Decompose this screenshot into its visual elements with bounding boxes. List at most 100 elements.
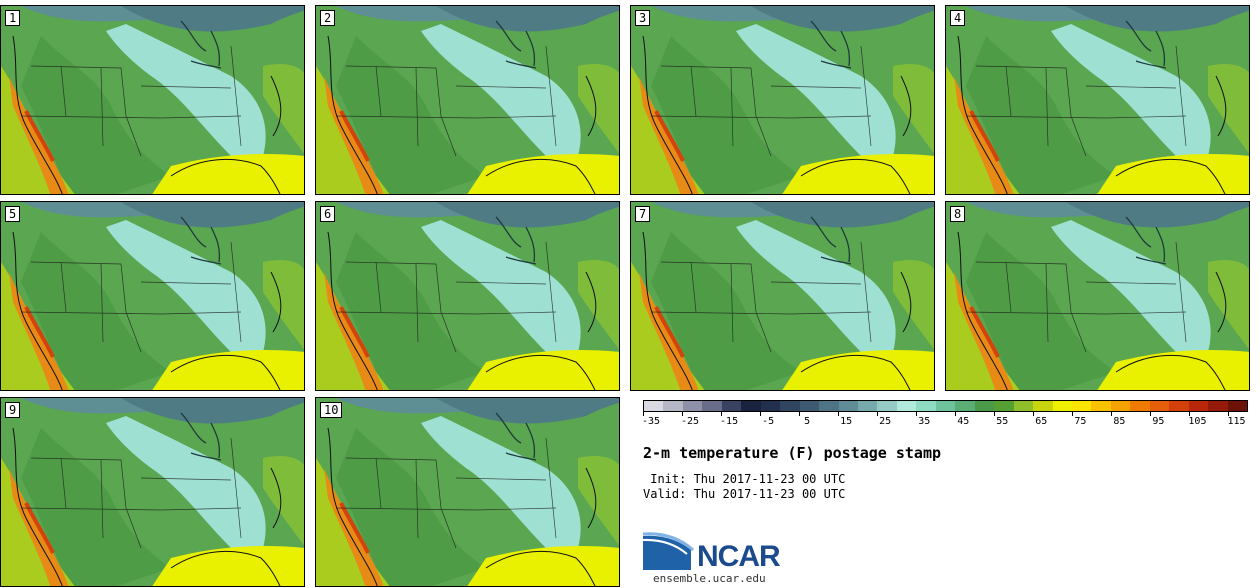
colorbar-swatch <box>1052 401 1072 411</box>
colorbar-swatch <box>760 401 781 411</box>
colorbar-swatch <box>1110 401 1131 411</box>
member-number-label: 9 <box>5 402 21 418</box>
member-number-label: 5 <box>5 206 21 222</box>
ensemble-member-map-10: 10 <box>315 397 620 587</box>
colorbar-tick-label: 55 <box>996 416 1009 427</box>
colorbar-swatch <box>799 401 820 411</box>
colorbar-tick-label: 65 <box>1035 416 1048 427</box>
temperature-map <box>1 6 304 194</box>
colorbar-tick-label: 35 <box>918 416 931 427</box>
colorbar-swatch <box>1188 401 1209 411</box>
colorbar-tick <box>916 412 918 416</box>
colorbar-swatch <box>916 401 936 411</box>
colorbar-tick <box>1072 412 1074 416</box>
colorbar-tick-label: 25 <box>879 416 892 427</box>
colorbar-tick <box>955 412 957 416</box>
temperature-colorbar <box>643 400 1248 412</box>
temperature-map <box>316 398 619 586</box>
temperature-map <box>631 6 934 194</box>
member-number-label: 6 <box>320 206 336 222</box>
colorbar-tick <box>1228 412 1230 416</box>
member-number-label: 4 <box>950 10 966 26</box>
colorbar-swatch <box>780 401 800 411</box>
colorbar-tick <box>643 412 644 416</box>
colorbar-swatch <box>741 401 761 411</box>
temperature-map <box>631 202 934 390</box>
colorbar-tick <box>838 412 840 416</box>
colorbar-tick <box>760 412 762 416</box>
temperature-map <box>946 202 1249 390</box>
member-number-label: 7 <box>635 206 651 222</box>
colorbar-tick <box>994 412 996 416</box>
temperature-map <box>946 6 1249 194</box>
member-number-label: 8 <box>950 206 966 222</box>
colorbar-swatch <box>955 401 975 411</box>
ensemble-member-map-1: 1 <box>0 5 305 195</box>
temperature-map <box>1 202 304 390</box>
colorbar-swatch <box>1013 401 1034 411</box>
colorbar-swatch <box>702 401 722 411</box>
colorbar-swatch <box>1033 401 1053 411</box>
temperature-map <box>1 398 304 586</box>
colorbar-tick <box>1189 412 1191 416</box>
colorbar-swatch <box>721 401 742 411</box>
colorbar-tick <box>1111 412 1113 416</box>
colorbar-tick-label: -5 <box>762 416 775 427</box>
colorbar-tick <box>1150 412 1152 416</box>
ncar-logo <box>642 532 695 570</box>
ensemble-member-map-2: 2 <box>315 5 620 195</box>
ensemble-member-map-8: 8 <box>945 201 1250 391</box>
colorbar-tick-label: -15 <box>720 416 739 427</box>
colorbar-swatch <box>994 401 1014 411</box>
ensemble-member-map-9: 9 <box>0 397 305 587</box>
colorbar-ticks: -35 -25 -15 -5 5 15 25 35 45 55 65 75 85 95 105 115 <box>641 412 1248 432</box>
colorbar-tick-label: 95 <box>1152 416 1165 427</box>
member-number-label: 3 <box>635 10 651 26</box>
colorbar-swatch <box>1071 401 1092 411</box>
website-link[interactable]: ensemble.ucar.edu <box>653 572 766 585</box>
colorbar-swatch <box>644 401 664 411</box>
colorbar-swatch <box>935 401 956 411</box>
ensemble-member-map-5: 5 <box>0 201 305 391</box>
colorbar-tick-label: -25 <box>681 416 700 427</box>
colorbar-swatch <box>1130 401 1150 411</box>
ensemble-member-map-3: 3 <box>630 5 935 195</box>
colorbar-swatch <box>857 401 878 411</box>
init-time: Init: Thu 2017-11-23 00 UTC <box>643 472 846 486</box>
colorbar-tick-label: 45 <box>957 416 970 427</box>
colorbar-tick <box>877 412 879 416</box>
colorbar-tick-label: 5 <box>804 416 811 427</box>
temperature-map <box>316 202 619 390</box>
colorbar-tick-label: 115 <box>1227 416 1246 427</box>
colorbar-swatch <box>1227 401 1248 411</box>
colorbar-tick-label: -35 <box>641 416 661 427</box>
colorbar-tick <box>721 412 723 416</box>
colorbar-tick-label: 15 <box>840 416 853 427</box>
ensemble-member-map-6: 6 <box>315 201 620 391</box>
colorbar-swatch <box>838 401 858 411</box>
valid-time: Valid: Thu 2017-11-23 00 UTC <box>643 487 846 501</box>
colorbar-tick <box>799 412 801 416</box>
colorbar-tick-label: 75 <box>1074 416 1087 427</box>
colorbar-tick <box>1033 412 1035 416</box>
colorbar-tick <box>682 412 684 416</box>
colorbar-swatch <box>896 401 917 411</box>
colorbar-swatch <box>1208 401 1228 411</box>
colorbar-swatch <box>974 401 995 411</box>
chart-title: 2-m temperature (F) postage stamp <box>643 444 942 462</box>
colorbar-tick-label: 85 <box>1113 416 1126 427</box>
colorbar-swatch <box>1149 401 1170 411</box>
colorbar-swatch <box>663 401 683 411</box>
member-number-label: 1 <box>5 10 21 26</box>
ensemble-member-map-4: 4 <box>945 5 1250 195</box>
colorbar-swatch <box>877 401 897 411</box>
colorbar-swatch <box>1169 401 1189 411</box>
colorbar-swatch <box>1091 401 1111 411</box>
colorbar-tick-label: 105 <box>1188 416 1207 427</box>
colorbar-swatch <box>682 401 703 411</box>
temperature-map <box>316 6 619 194</box>
ncar-logo-text: NCAR <box>697 540 781 573</box>
ensemble-member-map-7: 7 <box>630 201 935 391</box>
member-number-label: 2 <box>320 10 336 26</box>
member-number-label: 10 <box>320 402 343 418</box>
